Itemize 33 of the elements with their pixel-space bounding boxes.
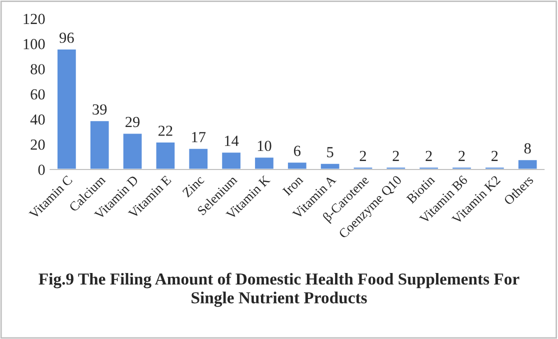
data-label: 22 <box>158 126 172 136</box>
bar <box>56 48 78 170</box>
text: Fig.9 The Filing Amount of Domestic Health Food Supplements For Single Nutrient Products <box>38 272 520 307</box>
y-tick-label: 80 <box>30 64 45 74</box>
data-label: 2 <box>458 150 465 161</box>
bar <box>220 151 242 170</box>
data-label: 2 <box>426 150 432 161</box>
data-label: 17 <box>192 132 206 142</box>
bar <box>188 147 209 170</box>
data-label: 2 <box>392 150 399 161</box>
data-label: 5 <box>327 147 334 158</box>
bar <box>122 132 144 170</box>
bar <box>254 156 275 170</box>
y-tick-label: 100 <box>24 38 45 50</box>
data-label: 2 <box>360 150 366 161</box>
bar <box>286 161 308 170</box>
y-tick-label: 60 <box>30 89 45 100</box>
y-tick-label: 120 <box>24 14 45 24</box>
y-tick-label: 40 <box>30 114 45 125</box>
bar <box>154 141 176 170</box>
y-tick-label: 20 <box>30 140 45 150</box>
data-label: 14 <box>224 136 239 146</box>
data-label: 2 <box>492 150 498 161</box>
data-label: 10 <box>258 140 272 152</box>
data-label: 96 <box>60 32 74 43</box>
data-label: 29 <box>126 116 140 128</box>
bar <box>89 120 110 170</box>
bar <box>517 158 538 170</box>
y-tick-label: 0 <box>38 164 45 175</box>
bar <box>319 162 341 170</box>
data-label: 39 <box>92 104 107 115</box>
data-label: 8 <box>524 143 531 154</box>
data-label: 6 <box>294 146 300 156</box>
